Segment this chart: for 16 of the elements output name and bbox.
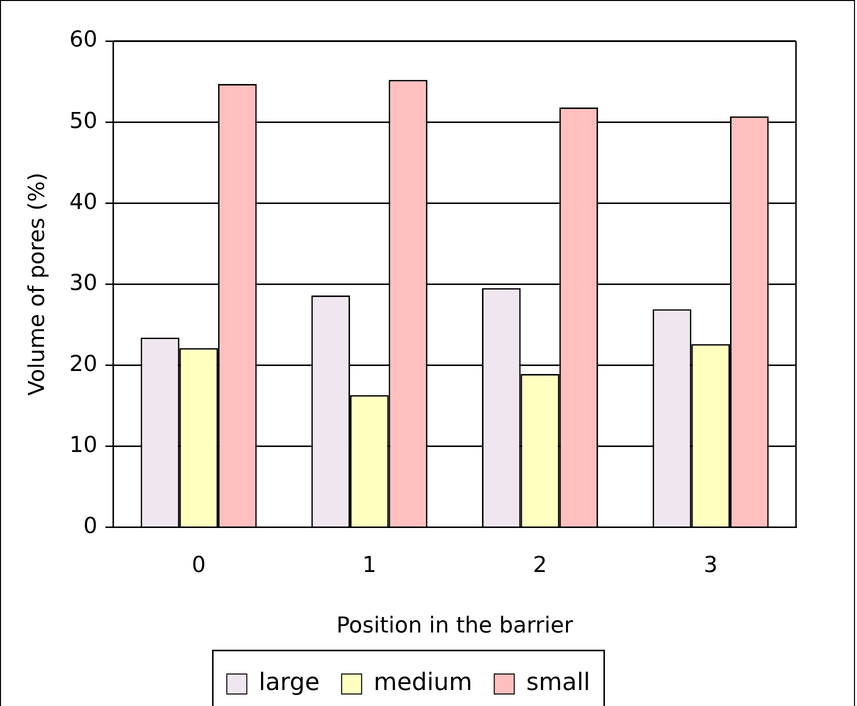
- y-tick-label: 40: [69, 190, 98, 215]
- legend-label: small: [526, 668, 590, 696]
- y-axis-title: Volume of pores (%): [24, 172, 50, 396]
- legend-label: medium: [374, 668, 472, 696]
- x-tick-label: 3: [704, 553, 718, 578]
- legend-label: large: [258, 668, 320, 696]
- y-tick-label: 0: [83, 514, 98, 539]
- x-axis-title: Position in the barrier: [336, 614, 574, 639]
- x-tick-label: 2: [533, 553, 548, 578]
- y-tick-label: 50: [69, 108, 98, 134]
- y-tick-label: 20: [69, 352, 98, 377]
- x-tick-label: 1: [362, 553, 376, 578]
- x-tick-label: 0: [192, 553, 206, 578]
- y-tick-label: 30: [69, 270, 98, 296]
- y-tick-label: 60: [69, 28, 98, 53]
- y-tick-label: 10: [69, 432, 98, 458]
